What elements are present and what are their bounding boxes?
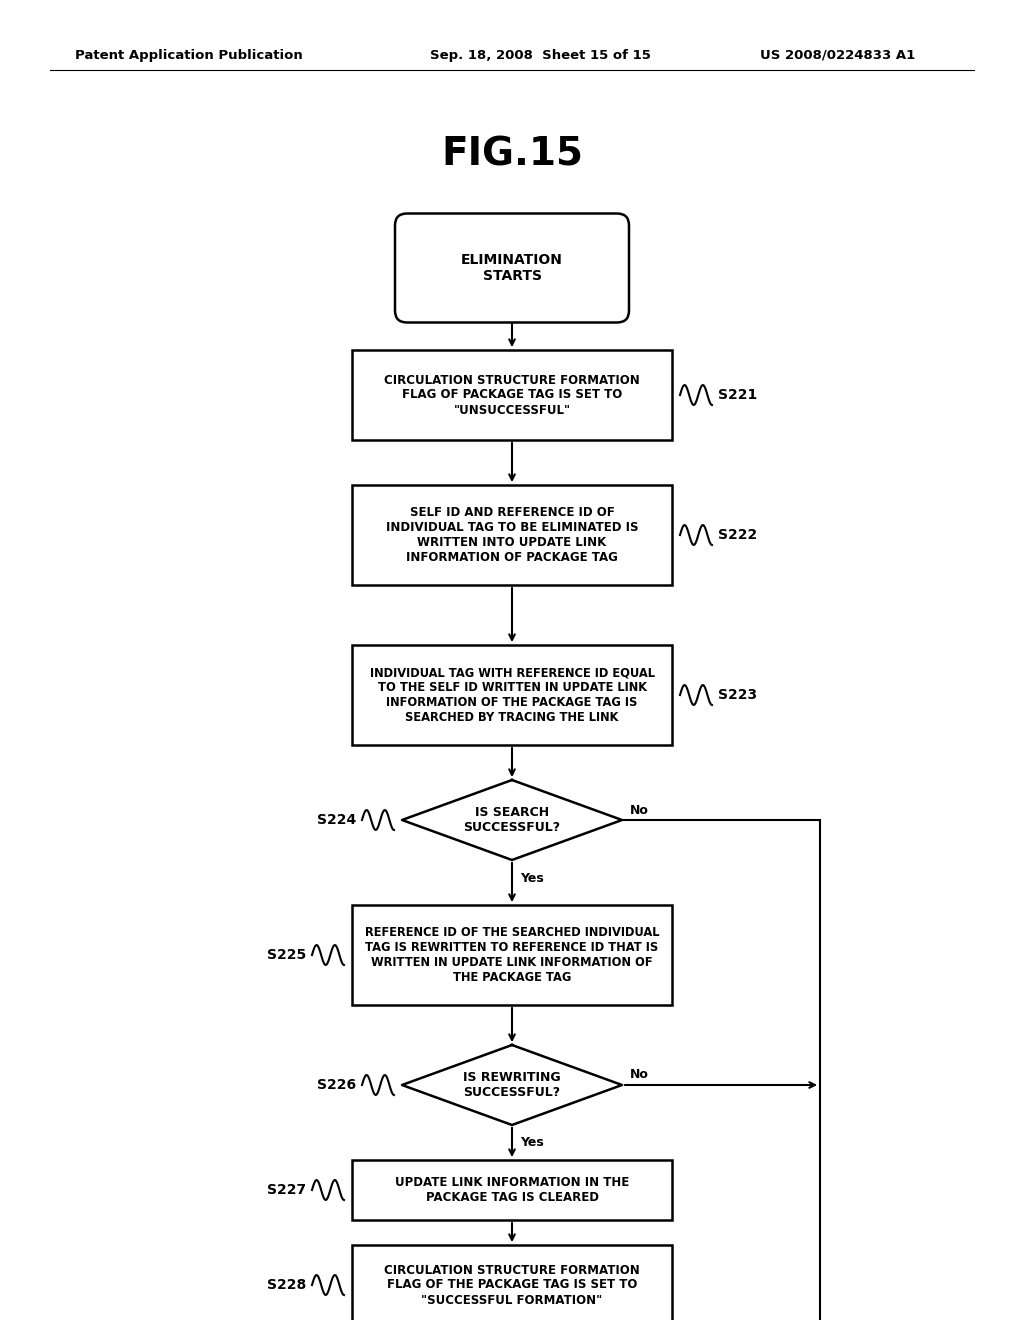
Text: S223: S223 <box>718 688 757 702</box>
Text: Patent Application Publication: Patent Application Publication <box>75 49 303 62</box>
Text: CIRCULATION STRUCTURE FORMATION
FLAG OF PACKAGE TAG IS SET TO
"UNSUCCESSFUL": CIRCULATION STRUCTURE FORMATION FLAG OF … <box>384 374 640 417</box>
Text: S226: S226 <box>316 1078 356 1092</box>
Text: No: No <box>630 1068 649 1081</box>
Text: S225: S225 <box>266 948 306 962</box>
Bar <box>352 350 672 440</box>
Text: S228: S228 <box>266 1278 306 1292</box>
Text: S222: S222 <box>718 528 758 543</box>
Text: IS REWRITING
SUCCESSFUL?: IS REWRITING SUCCESSFUL? <box>463 1071 561 1100</box>
Text: UPDATE LINK INFORMATION IN THE
PACKAGE TAG IS CLEARED: UPDATE LINK INFORMATION IN THE PACKAGE T… <box>395 1176 629 1204</box>
Bar <box>352 1160 672 1220</box>
Text: IS SEARCH
SUCCESSFUL?: IS SEARCH SUCCESSFUL? <box>464 807 560 834</box>
Bar <box>352 906 672 1005</box>
Text: No: No <box>630 804 649 817</box>
Text: INDIVIDUAL TAG WITH REFERENCE ID EQUAL
TO THE SELF ID WRITTEN IN UPDATE LINK
INF: INDIVIDUAL TAG WITH REFERENCE ID EQUAL T… <box>370 667 654 723</box>
Text: S227: S227 <box>267 1183 306 1197</box>
Text: Yes: Yes <box>520 1137 544 1150</box>
Bar <box>352 645 672 744</box>
FancyBboxPatch shape <box>395 214 629 322</box>
Bar <box>352 484 672 585</box>
Text: SELF ID AND REFERENCE ID OF
INDIVIDUAL TAG TO BE ELIMINATED IS
WRITTEN INTO UPDA: SELF ID AND REFERENCE ID OF INDIVIDUAL T… <box>386 506 638 564</box>
Text: Yes: Yes <box>520 871 544 884</box>
Polygon shape <box>402 1045 622 1125</box>
Text: Sep. 18, 2008  Sheet 15 of 15: Sep. 18, 2008 Sheet 15 of 15 <box>430 49 651 62</box>
Text: ELIMINATION
STARTS: ELIMINATION STARTS <box>461 253 563 282</box>
Text: US 2008/0224833 A1: US 2008/0224833 A1 <box>760 49 915 62</box>
Text: REFERENCE ID OF THE SEARCHED INDIVIDUAL
TAG IS REWRITTEN TO REFERENCE ID THAT IS: REFERENCE ID OF THE SEARCHED INDIVIDUAL … <box>365 927 659 983</box>
Text: FIG.15: FIG.15 <box>441 136 583 174</box>
Bar <box>352 1245 672 1320</box>
Polygon shape <box>402 780 622 861</box>
Text: S224: S224 <box>316 813 356 828</box>
Text: CIRCULATION STRUCTURE FORMATION
FLAG OF THE PACKAGE TAG IS SET TO
"SUCCESSFUL FO: CIRCULATION STRUCTURE FORMATION FLAG OF … <box>384 1263 640 1307</box>
Text: S221: S221 <box>718 388 758 403</box>
